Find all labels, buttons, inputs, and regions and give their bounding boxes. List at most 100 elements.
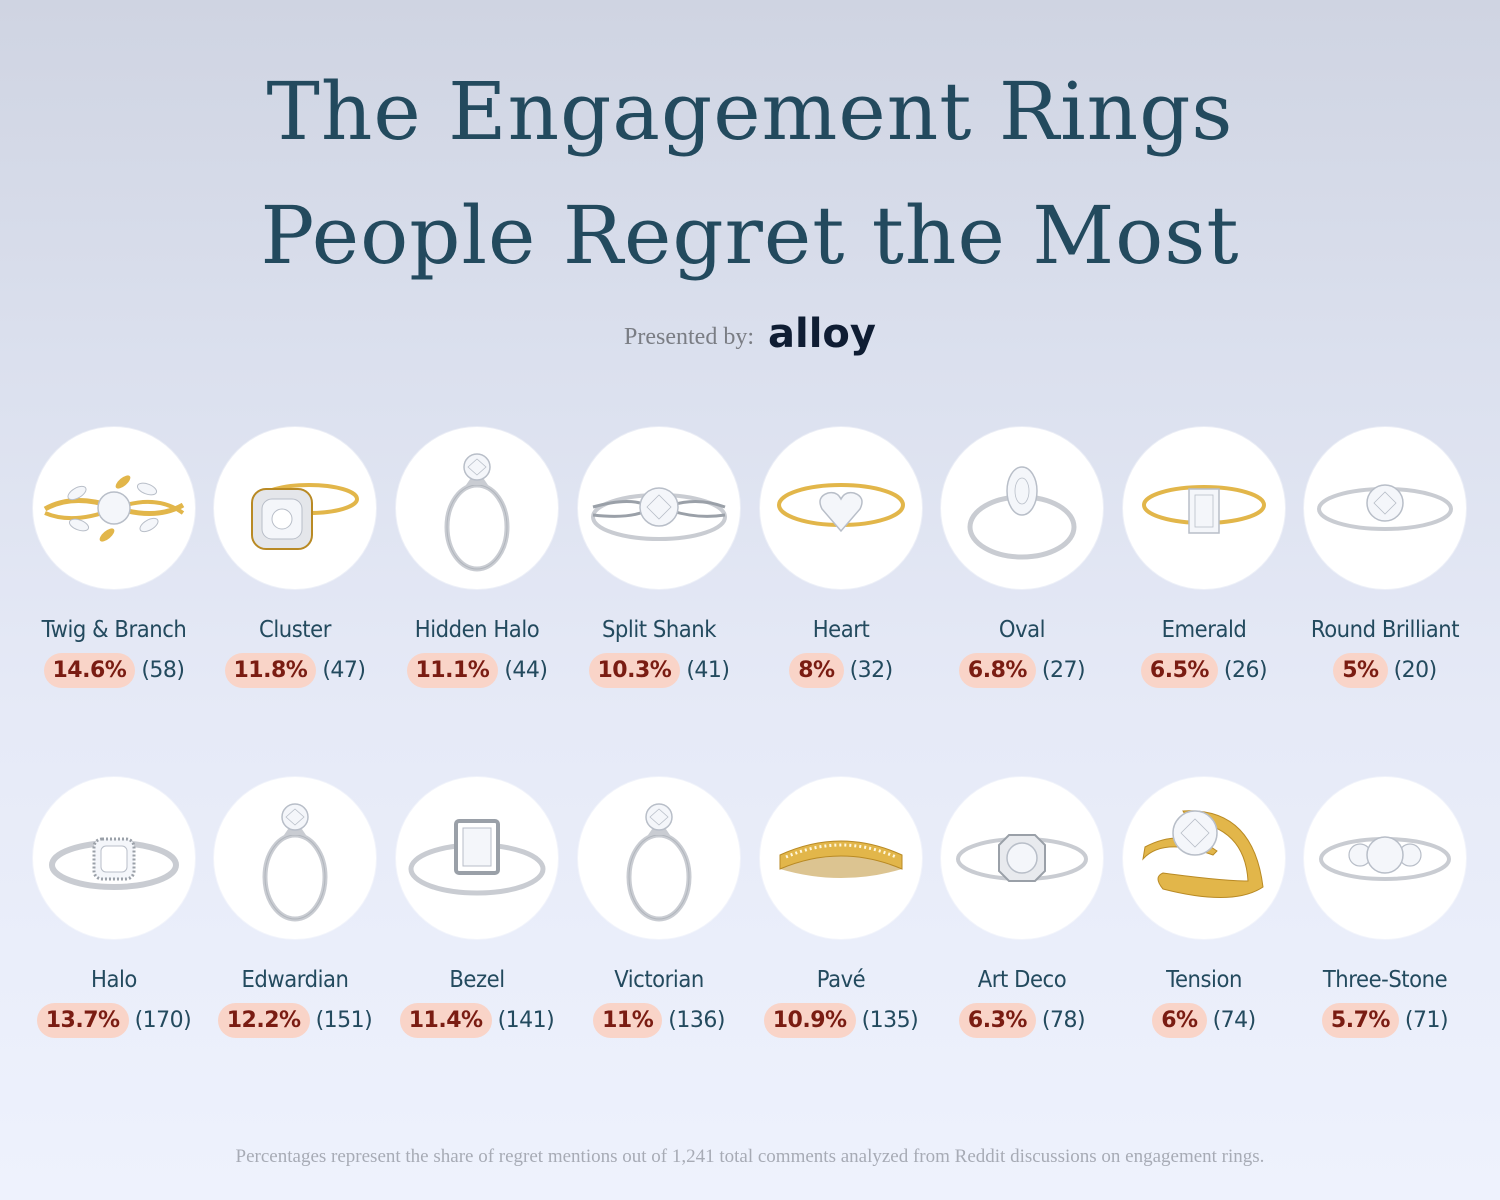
- ring-image-edwardian: [214, 777, 376, 939]
- ring-three-icon: [1319, 836, 1451, 881]
- percent-badge: 5.7%: [1321, 1003, 1399, 1038]
- ring-stats: 10.3% (41): [568, 653, 750, 688]
- ring-stats: 5.7% (71): [1294, 1003, 1476, 1038]
- ring-card-bezel: Bezel 11.4% (141): [386, 777, 568, 1038]
- ring-emerald-icon: [1142, 485, 1266, 534]
- ring-stats: 11.1% (44): [386, 653, 568, 688]
- ring-card-tension: Tension 6% (74): [1113, 777, 1295, 1038]
- ring-tension-icon: [1142, 810, 1264, 899]
- page-title-line-2: People Regret the Most: [260, 189, 1240, 282]
- ring-name: Hidden Halo: [414, 617, 540, 643]
- ring-image-bezel: [396, 777, 558, 939]
- percent-badge: 12.2%: [217, 1003, 310, 1038]
- ring-image-split-shank: [578, 427, 740, 589]
- ring-image-oval: [941, 427, 1103, 589]
- ring-stats: 10.9% (135): [750, 1003, 932, 1038]
- ring-card-emerald: Emerald 6.5% (26): [1113, 427, 1295, 688]
- percent-badge: 8%: [789, 653, 844, 688]
- page-title-line-1: The Engagement Rings: [266, 65, 1234, 158]
- ring-stats: 11.4% (141): [386, 1003, 568, 1038]
- mention-count: (170): [134, 1008, 192, 1033]
- percent-badge: 14.6%: [43, 653, 136, 688]
- ring-stats: 12.2% (151): [204, 1003, 386, 1038]
- ring-stats: 8% (32): [750, 653, 932, 688]
- percent-badge: 13.7%: [36, 1003, 129, 1038]
- mention-count: (135): [861, 1008, 919, 1033]
- ring-image-art-deco: [941, 777, 1103, 939]
- ring-solitaire-upright-icon: [626, 803, 692, 922]
- ring-name: Cluster: [259, 617, 331, 643]
- ring-image-pav: [760, 777, 922, 939]
- mention-count: (44): [504, 658, 548, 683]
- ring-image-emerald: [1123, 427, 1285, 589]
- ring-stats: 5% (20): [1294, 653, 1476, 688]
- ring-name: Emerald: [1161, 617, 1247, 643]
- ring-card-art-deco: Art Deco 6.3% (78): [931, 777, 1113, 1038]
- mention-count: (32): [849, 658, 894, 683]
- ring-image-victorian: [578, 777, 740, 939]
- ring-image-three-stone: [1304, 777, 1466, 939]
- ring-card-twig-branch: Twig & Branch 14.6% (58): [23, 427, 205, 688]
- percent-badge: 6%: [1152, 1003, 1207, 1038]
- ring-name: Twig & Branch: [41, 617, 187, 643]
- mention-count: (41): [686, 658, 730, 683]
- percent-badge: 6.8%: [958, 653, 1036, 688]
- footnote: Percentages represent the share of regre…: [235, 1146, 1265, 1167]
- ring-name: Victorian: [614, 967, 704, 993]
- percent-badge: 10.9%: [763, 1003, 856, 1038]
- mention-count: (27): [1041, 658, 1086, 683]
- ring-halo-icon: [49, 837, 179, 890]
- ring-deco-icon: [956, 834, 1088, 882]
- ring-name: Tension: [1166, 967, 1242, 993]
- ring-image-round-brilliant: [1304, 427, 1466, 589]
- ring-card-cluster: Cluster 11.8% (47): [204, 427, 386, 688]
- ring-bezel-icon: [408, 819, 546, 896]
- mention-count: (58): [141, 658, 185, 683]
- ring-solitaire-upright-icon: [262, 803, 328, 922]
- percent-badge: 6.3%: [958, 1003, 1036, 1038]
- ring-card-hidden-halo: Hidden Halo 11.1% (44): [386, 427, 568, 688]
- ring-stats: 13.7% (170): [23, 1003, 205, 1038]
- ring-stats: 14.6% (58): [23, 653, 205, 688]
- ring-twig-icon: [43, 475, 185, 542]
- mention-count: (20): [1393, 658, 1438, 683]
- mention-count: (151): [315, 1008, 373, 1033]
- ring-card-heart: Heart 8% (32): [750, 427, 932, 688]
- ring-pave-icon: [779, 840, 903, 878]
- ring-name: Oval: [998, 617, 1046, 643]
- ring-stats: 11% (136): [568, 1003, 750, 1038]
- percent-badge: 5%: [1333, 653, 1388, 688]
- ring-stats: 6% (74): [1113, 1003, 1295, 1038]
- percent-badge: 6.5%: [1140, 653, 1218, 688]
- mention-count: (78): [1041, 1008, 1086, 1033]
- ring-card-halo: Halo 13.7% (170): [23, 777, 205, 1038]
- ring-image-twig-branch: [33, 427, 195, 589]
- ring-card-split-shank: Split Shank 10.3% (41): [568, 427, 750, 688]
- ring-card-edwardian: Edwardian 12.2% (151): [204, 777, 386, 1038]
- alloy-logo: alloy: [768, 311, 876, 357]
- ring-stats: 6.3% (78): [931, 1003, 1113, 1038]
- ring-card-round-brilliant: Round Brilliant 5% (20): [1294, 427, 1476, 688]
- presented-by-label: Presented by:: [624, 323, 754, 350]
- ring-stats: 6.8% (27): [931, 653, 1113, 688]
- ring-name: Bezel: [449, 967, 505, 993]
- ring-image-hidden-halo: [396, 427, 558, 589]
- ring-round-icon: [1317, 484, 1453, 531]
- ring-name: Art Deco: [977, 967, 1067, 993]
- percent-badge: 11.8%: [224, 653, 317, 688]
- mention-count: (71): [1404, 1008, 1449, 1033]
- ring-image-tension: [1123, 777, 1285, 939]
- ring-name: Split Shank: [601, 617, 717, 643]
- ring-image-halo: [33, 777, 195, 939]
- mention-count: (26): [1223, 658, 1268, 683]
- ring-name: Heart: [812, 617, 870, 643]
- mention-count: (74): [1212, 1008, 1257, 1033]
- percent-badge: 11.1%: [406, 653, 499, 688]
- ring-image-cluster: [214, 427, 376, 589]
- ring-name: Round Brilliant: [1310, 617, 1460, 643]
- ring-stats: 6.5% (26): [1113, 653, 1295, 688]
- ring-card-pav: Pavé 10.9% (135): [750, 777, 932, 1038]
- ring-stats: 11.8% (47): [204, 653, 386, 688]
- mention-count: (136): [668, 1008, 725, 1033]
- ring-card-victorian: Victorian 11% (136): [568, 777, 750, 1038]
